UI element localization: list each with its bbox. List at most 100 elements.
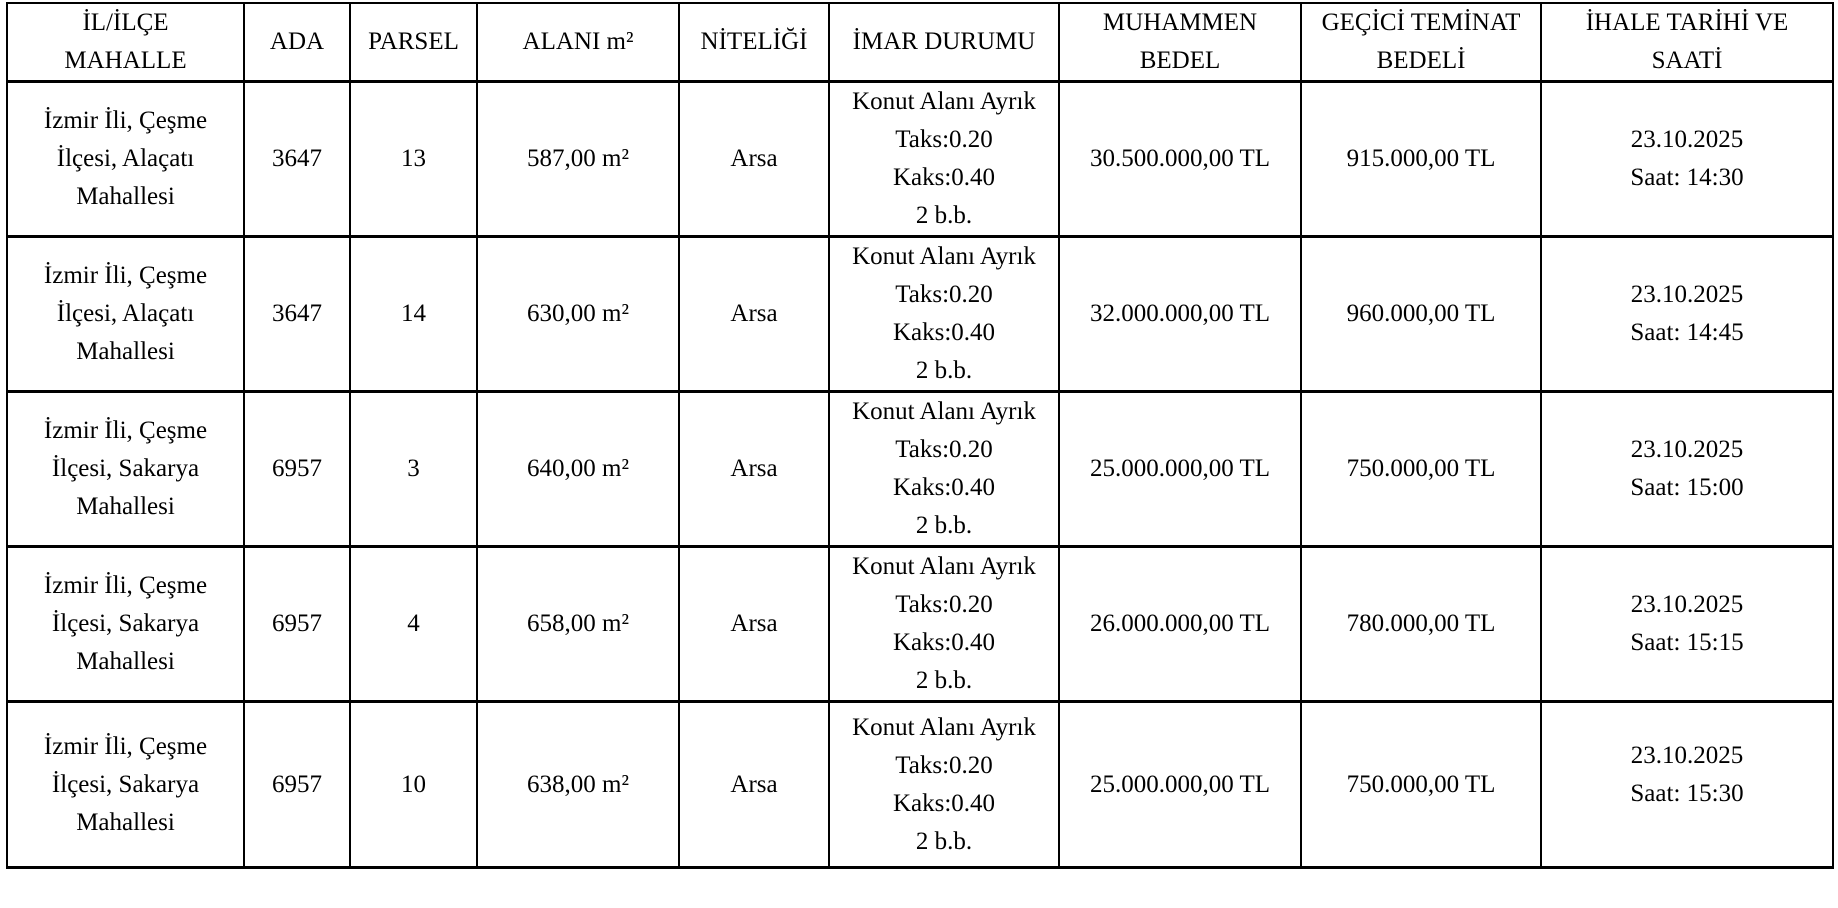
location-line: İlçesi, Alaçatı	[56, 145, 195, 172]
cell-niteligi: Arsa	[678, 80, 830, 238]
imar-line: Konut Alanı Ayrık	[852, 713, 1036, 741]
cell-muhammen-bedel: 26.000.000,00 TL	[1058, 545, 1302, 703]
location-line: İzmir İli, Çeşme	[43, 417, 208, 444]
header-line: NİTELİĞİ	[700, 28, 808, 55]
cell-ihale-tarihi: 23.10.2025 Saat: 15:00	[1540, 390, 1834, 548]
imar-line: 2 b.b.	[915, 827, 973, 855]
column-header-ihale-tarihi-ve-saati: İHALE TARİHİ VE SAATİ	[1540, 2, 1834, 83]
ihale-date-line: 23.10.2025	[1630, 281, 1744, 308]
imar-line: Taks:0.20	[895, 591, 993, 618]
cell-gecici-teminat: 780.000,00 TL	[1300, 545, 1542, 703]
location-line: İlçesi, Sakarya	[51, 770, 200, 798]
imar-line: Kaks:0.40	[892, 629, 996, 656]
cell-ihale-tarihi: 23.10.2025 Saat: 15:30	[1540, 700, 1834, 869]
cell-muhammen-bedel: 30.500.000,00 TL	[1058, 80, 1302, 238]
cell-parsel: 10	[349, 700, 478, 869]
imar-line: Kaks:0.40	[892, 164, 996, 191]
cell-imar-durumu: Konut Alanı Ayrık Taks:0.20 Kaks:0.40 2 …	[828, 80, 1060, 238]
table-row: İzmir İli, Çeşme İlçesi, Alaçatı Mahalle…	[6, 80, 1834, 238]
cell-alani: 587,00 m²	[476, 80, 680, 238]
header-line: MUHAMMEN	[1102, 9, 1258, 36]
table-header: İL/İLÇE MAHALLE ADA PARSEL ALANI m² NİTE…	[6, 2, 1834, 83]
cell-niteligi: Arsa	[678, 235, 830, 393]
imar-line: Konut Alanı Ayrık	[852, 243, 1036, 270]
column-header-ada: ADA	[243, 2, 351, 83]
column-header-parsel: PARSEL	[349, 2, 478, 83]
cell-niteligi: Arsa	[678, 545, 830, 703]
column-header-gecici-teminat-bedeli: GEÇİCİ TEMİNAT BEDELİ	[1300, 2, 1542, 83]
imar-line: Taks:0.20	[895, 751, 993, 779]
header-line: SAATİ	[1651, 47, 1723, 74]
location-line: Mahallesi	[76, 648, 175, 675]
cell-gecici-teminat: 960.000,00 TL	[1300, 235, 1542, 393]
cell-location: İzmir İli, Çeşme İlçesi, Alaçatı Mahalle…	[6, 235, 245, 393]
imar-line: Taks:0.20	[895, 281, 993, 308]
table-row: İzmir İli, Çeşme İlçesi, Alaçatı Mahalle…	[6, 235, 1834, 393]
ihale-time-line: Saat: 15:15	[1630, 629, 1744, 656]
location-line: İlçesi, Alaçatı	[56, 300, 195, 327]
cell-ihale-tarihi: 23.10.2025 Saat: 15:15	[1540, 545, 1834, 703]
cell-niteligi: Arsa	[678, 700, 830, 869]
location-line: İzmir İli, Çeşme	[43, 572, 208, 599]
location-line: İzmir İli, Çeşme	[43, 107, 208, 134]
header-row: İL/İLÇE MAHALLE ADA PARSEL ALANI m² NİTE…	[6, 2, 1834, 83]
cell-parsel: 14	[349, 235, 478, 393]
header-line: İMAR DURUMU	[852, 28, 1036, 55]
header-line: ALANI m²	[522, 28, 634, 55]
cell-niteligi: Arsa	[678, 390, 830, 548]
cell-alani: 638,00 m²	[476, 700, 680, 869]
cell-location: İzmir İli, Çeşme İlçesi, Sakarya Mahalle…	[6, 700, 245, 869]
cell-imar-durumu: Konut Alanı Ayrık Taks:0.20 Kaks:0.40 2 …	[828, 700, 1060, 869]
ihale-date-line: 23.10.2025	[1630, 436, 1744, 463]
cell-location: İzmir İli, Çeşme İlçesi, Sakarya Mahalle…	[6, 545, 245, 703]
cell-muhammen-bedel: 25.000.000,00 TL	[1058, 700, 1302, 869]
location-line: Mahallesi	[76, 338, 175, 365]
imar-line: 2 b.b.	[915, 202, 973, 229]
cell-ihale-tarihi: 23.10.2025 Saat: 14:45	[1540, 235, 1834, 393]
table-body: İzmir İli, Çeşme İlçesi, Alaçatı Mahalle…	[6, 80, 1834, 869]
ihale-time-line: Saat: 15:00	[1630, 474, 1744, 501]
imar-line: Kaks:0.40	[892, 474, 996, 501]
ihale-date-line: 23.10.2025	[1630, 741, 1744, 769]
location-line: İzmir İli, Çeşme	[43, 262, 208, 289]
header-line: ADA	[269, 28, 325, 55]
cell-imar-durumu: Konut Alanı Ayrık Taks:0.20 Kaks:0.40 2 …	[828, 390, 1060, 548]
cell-ada: 3647	[243, 80, 351, 238]
imar-line: Konut Alanı Ayrık	[852, 398, 1036, 425]
ihale-time-line: Saat: 14:30	[1630, 164, 1744, 191]
cell-ada: 6957	[243, 700, 351, 869]
imar-line: Konut Alanı Ayrık	[852, 553, 1036, 580]
cell-muhammen-bedel: 32.000.000,00 TL	[1058, 235, 1302, 393]
cell-imar-durumu: Konut Alanı Ayrık Taks:0.20 Kaks:0.40 2 …	[828, 545, 1060, 703]
cell-muhammen-bedel: 25.000.000,00 TL	[1058, 390, 1302, 548]
location-line: İlçesi, Sakarya	[51, 455, 200, 482]
location-line: Mahallesi	[76, 493, 175, 520]
imar-line: 2 b.b.	[915, 512, 973, 539]
imar-line: Konut Alanı Ayrık	[852, 88, 1036, 115]
header-line: İHALE TARİHİ VE	[1585, 9, 1789, 36]
ihale-time-line: Saat: 14:45	[1630, 319, 1744, 346]
column-header-il-ilce-mahalle: İL/İLÇE MAHALLE	[6, 2, 245, 83]
column-header-muhammen-bedel: MUHAMMEN BEDEL	[1058, 2, 1302, 83]
imar-line: Taks:0.20	[895, 436, 993, 463]
cell-alani: 658,00 m²	[476, 545, 680, 703]
cell-location: İzmir İli, Çeşme İlçesi, Sakarya Mahalle…	[6, 390, 245, 548]
imar-line: Kaks:0.40	[892, 789, 996, 817]
ihale-date-line: 23.10.2025	[1630, 126, 1744, 153]
header-line: PARSEL	[368, 28, 459, 55]
cell-ihale-tarihi: 23.10.2025 Saat: 14:30	[1540, 80, 1834, 238]
cell-parsel: 13	[349, 80, 478, 238]
header-line: GEÇİCİ TEMİNAT	[1321, 9, 1521, 36]
header-line: MAHALLE	[64, 47, 187, 74]
header-line: BEDELİ	[1376, 47, 1466, 74]
header-line: BEDEL	[1139, 47, 1221, 74]
location-line: Mahallesi	[76, 183, 175, 210]
imar-line: Taks:0.20	[895, 126, 993, 153]
cell-ada: 3647	[243, 235, 351, 393]
cell-parsel: 3	[349, 390, 478, 548]
table-row: İzmir İli, Çeşme İlçesi, Sakarya Mahalle…	[6, 545, 1834, 703]
cell-alani: 640,00 m²	[476, 390, 680, 548]
cell-gecici-teminat: 750.000,00 TL	[1300, 390, 1542, 548]
location-line: Mahallesi	[76, 808, 175, 836]
